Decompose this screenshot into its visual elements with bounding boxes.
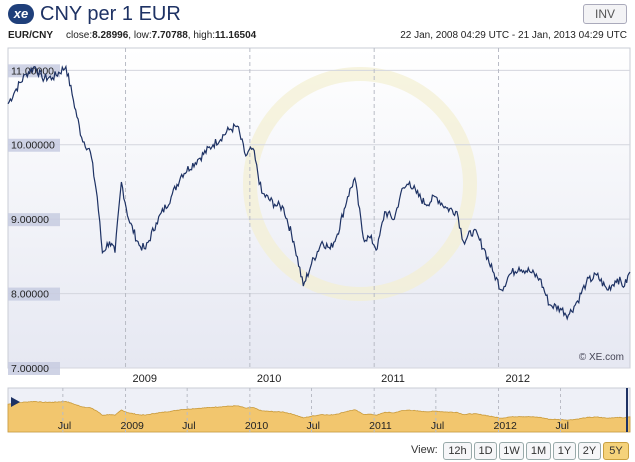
y-tick-label: 9.00000 [11, 214, 49, 226]
nav-label: Jul [58, 420, 71, 432]
view-button-1w[interactable]: 1W [499, 442, 524, 460]
y-tick-label-bg [8, 138, 60, 152]
rate-series-line [7, 64, 631, 321]
view-button-1m[interactable]: 1M [526, 442, 551, 460]
navigator-area [7, 400, 631, 433]
view-button-2y[interactable]: 2Y [578, 442, 601, 460]
navigator-play-icon[interactable] [11, 397, 20, 407]
y-tick-label-bg [8, 213, 60, 227]
x-tick-label: 2012 [506, 373, 530, 385]
close-label: close: [66, 30, 93, 41]
horizontal-gridlines [8, 69, 630, 369]
y-tick-label: 10.00000 [11, 140, 55, 152]
low-label: low: [133, 30, 152, 41]
stats-summary: close:8.28996, low:7.70788, high:11.1650… [66, 30, 257, 41]
x-axis-labels: 2009 2010 2011 2012 [133, 373, 530, 385]
plot-area [7, 47, 631, 369]
y-tick-label-bg [8, 287, 60, 301]
x-tick-label: 2010 [257, 373, 281, 385]
view-button-5y[interactable]: 5Y [603, 442, 629, 460]
view-button-1y[interactable]: 1Y [553, 442, 576, 460]
view-label: View: [411, 444, 438, 456]
navigator-labels: Jul 2009 Jul 2010 Jul 2011 Jul 2012 Jul [58, 420, 569, 432]
close-value: 8.28996 [92, 30, 129, 41]
y-tick-label-bg [8, 64, 60, 78]
chart-title: CNY per 1 EUR [40, 3, 181, 25]
nav-label: Jul [431, 420, 444, 432]
info-bar: EUR/CNY close:8.28996, low:7.70788, high… [0, 28, 635, 44]
y-tick-label: 8.00000 [11, 289, 49, 301]
view-controls: View: 12h 1D 1W 1M 1Y 2Y 5Y [0, 440, 635, 462]
nav-label: 2012 [494, 420, 518, 432]
x-tick-label: 2009 [133, 373, 157, 385]
nav-label: 2010 [245, 420, 269, 432]
y-tick-label: 7.00000 [11, 363, 49, 375]
x-tick-label: 2011 [381, 373, 405, 385]
date-range: 22 Jan, 2008 04:29 UTC - 21 Jan, 2013 04… [400, 30, 627, 41]
xe-logo: xe [8, 4, 34, 24]
nav-label: 2009 [121, 420, 145, 432]
nav-label: 2011 [369, 420, 392, 432]
invert-button[interactable]: INV [583, 4, 627, 24]
vertical-gridlines [125, 48, 500, 368]
nav-label: Jul [307, 420, 320, 432]
high-value: 11.16504 [215, 30, 257, 41]
nav-label: Jul [182, 420, 195, 432]
view-button-12h[interactable]: 12h [443, 442, 472, 460]
view-button-1d[interactable]: 1D [474, 442, 497, 460]
xe-watermark-text: © XE.com [579, 352, 624, 363]
y-tick-label-bg [8, 362, 60, 375]
chart-header: xe CNY per 1 EUR INV [0, 0, 635, 28]
high-label: high: [193, 30, 216, 41]
nav-label: Jul [556, 420, 569, 432]
navigator-gridlines [62, 388, 562, 432]
currency-pair: EUR/CNY [8, 30, 54, 41]
low-value: 7.70788 [151, 30, 188, 41]
